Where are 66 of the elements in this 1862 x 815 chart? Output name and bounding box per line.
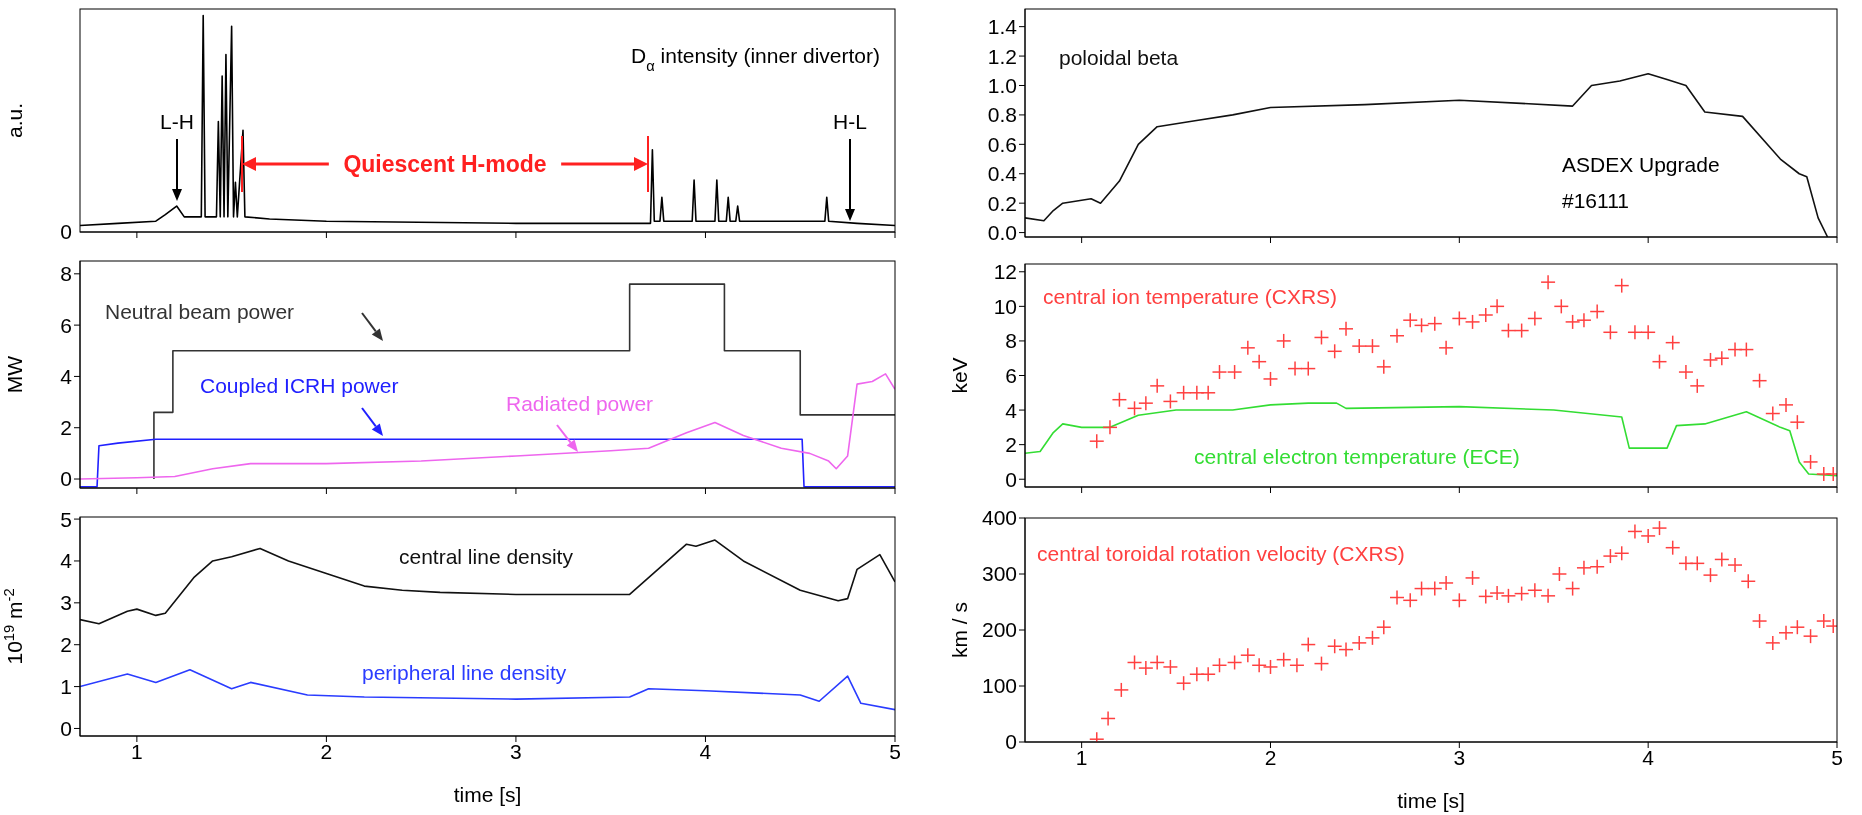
series-label: central ion temperature (CXRS) (1043, 285, 1338, 308)
y-tick-label: 10 (993, 294, 1017, 318)
y-tick-label: 300 (981, 562, 1017, 586)
x-tick-label: 2 (1264, 745, 1277, 769)
y-tick-label: 1.0 (987, 73, 1017, 97)
series-label: central line density (399, 545, 574, 568)
x-tick-label: 5 (1831, 745, 1843, 769)
y-tick-label: 400 (981, 506, 1017, 530)
x-tick-label: 1 (1075, 745, 1088, 769)
y-tick-label: 4 (60, 549, 73, 573)
y-tick-label: 3 (60, 591, 72, 615)
y-tick-label: 6 (1005, 363, 1017, 387)
annotation: H-L (833, 110, 867, 133)
y-tick-label: 0 (1005, 730, 1017, 754)
x-tick-label: 4 (1642, 745, 1655, 769)
y-tick-label: 8 (1005, 329, 1017, 353)
x-tick-label: 3 (1453, 745, 1466, 769)
text: Coupled ICRH power (200, 374, 399, 397)
y-axis-title: a.u. (3, 102, 26, 139)
y-tick-label: 0.4 (987, 162, 1018, 186)
y-tick-label: 0.6 (987, 132, 1017, 156)
y-axis-title: keV (948, 357, 971, 394)
y-tick-label: 0 (60, 716, 72, 740)
line-series (1025, 402, 1837, 477)
annotation: L-H (160, 110, 194, 133)
y-tick-label: 8 (60, 262, 72, 286)
series-label: central electron temperature (ECE) (1194, 445, 1520, 468)
y-tick-label: 5 (60, 507, 72, 531)
y-tick-label: 2 (1005, 433, 1017, 457)
y-tick-label: 12 (993, 260, 1017, 284)
series-label: peripheral line density (362, 661, 567, 684)
x-tick-label: 1 (131, 739, 143, 763)
y-tick-label: 2 (60, 416, 72, 440)
annotation: Quiescent H-mode (343, 151, 547, 177)
series-label: central toroidal rotation velocity (CXRS) (1037, 542, 1405, 565)
x-tick-label: 5 (889, 739, 901, 763)
x-tick-label: 4 (699, 739, 712, 763)
text: D$_{α}$ intensity (inner divertor) (631, 44, 880, 74)
x-axis-title: time [s] (453, 783, 522, 806)
y-tick-label: 0 (60, 467, 72, 491)
y-tick-label: 1.4 (987, 15, 1018, 39)
y-tick-label: 4 (60, 364, 73, 388)
y-tick-label: 0 (1005, 467, 1017, 491)
annotation: ASDEX Upgrade (1562, 153, 1720, 176)
y-axis-title: km / s (948, 602, 971, 658)
y-tick-label: 100 (981, 674, 1017, 698)
y-axis-title: MW (3, 355, 26, 394)
x-tick-label: 3 (510, 739, 522, 763)
line-series (1025, 72, 1829, 237)
y-tick-label: 6 (60, 313, 72, 337)
y-tick-label: 4 (1005, 398, 1018, 422)
y-tick-label: 1 (60, 675, 72, 699)
line-series (80, 373, 895, 480)
text: poloidal beta (1059, 46, 1179, 69)
y-tick-label: 0.2 (987, 191, 1017, 215)
x-axis-title: time [s] (1397, 789, 1465, 812)
x-tick-label: 2 (320, 739, 333, 763)
y-tick-label: 200 (981, 618, 1017, 642)
y-tick-label: 0.8 (987, 103, 1017, 127)
line-series (80, 539, 895, 625)
y-tick-label: 0.0 (987, 221, 1017, 245)
y-tick-label: 1.2 (987, 44, 1017, 68)
annotation: #16111 (1562, 189, 1629, 212)
series-label: Radiated power (506, 392, 654, 415)
series-label: Neutral beam power (105, 300, 295, 323)
y-tick-label: 2 (60, 633, 72, 657)
